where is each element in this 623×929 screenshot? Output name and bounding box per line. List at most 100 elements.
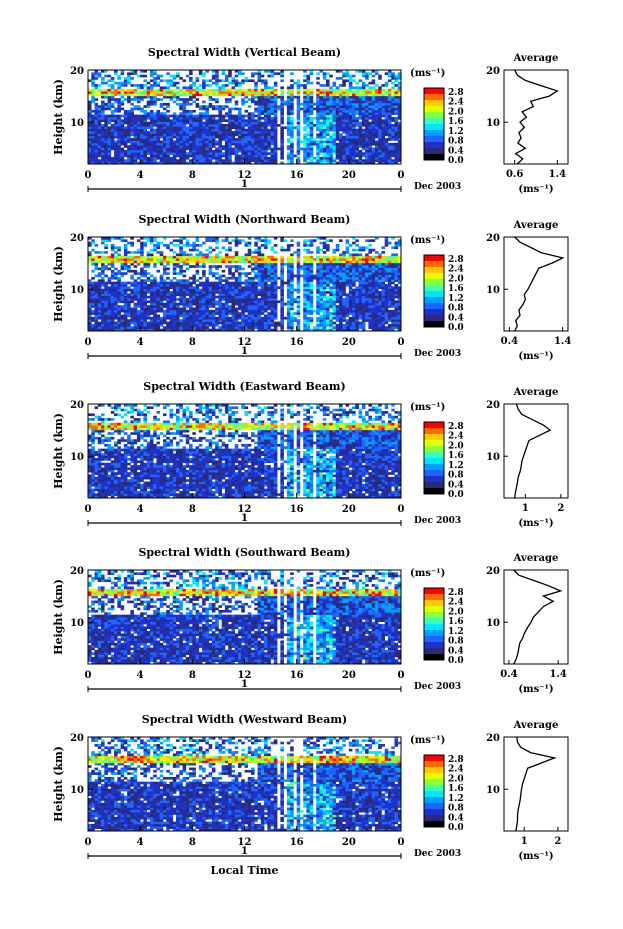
heatmap-cell xyxy=(257,140,262,144)
heatmap-cell xyxy=(251,255,255,259)
heatmap-cell xyxy=(387,133,392,137)
heatmap-cell xyxy=(348,105,353,108)
heatmap-cell xyxy=(159,323,164,327)
heatmap-cell xyxy=(296,138,301,141)
heatmap-cell xyxy=(179,323,183,327)
heatmap-cell xyxy=(162,291,167,294)
heatmap-cell xyxy=(326,109,330,113)
heatmap-cell xyxy=(234,142,239,146)
heatmap-cell xyxy=(244,128,249,132)
heatmap-cell xyxy=(166,295,170,299)
heatmap-cell xyxy=(378,149,382,153)
heatmap-cell xyxy=(94,117,99,120)
heatmap-cell xyxy=(280,237,284,240)
heatmap-cell xyxy=(264,321,268,325)
heatmap-cell xyxy=(208,237,213,240)
heatmap-cell xyxy=(123,248,128,252)
heatmap-cell xyxy=(355,107,359,111)
heatmap-cell xyxy=(332,109,337,113)
heatmap-cell xyxy=(123,154,128,158)
heatmap-cell xyxy=(156,124,161,127)
heatmap-cell xyxy=(101,77,105,80)
heatmap-cell xyxy=(345,109,350,113)
heatmap-cell xyxy=(339,152,343,155)
heatmap-cell xyxy=(107,114,112,118)
heatmap-cell xyxy=(211,314,216,318)
heatmap-cell xyxy=(136,295,141,299)
heatmap-cell xyxy=(162,93,167,97)
heatmap-cell xyxy=(231,88,236,92)
heatmap-cell xyxy=(107,298,112,301)
heatmap-cell xyxy=(110,135,115,139)
heatmap-cell xyxy=(117,291,121,294)
heatmap-cell xyxy=(280,291,284,294)
heatmap-cell xyxy=(303,107,307,111)
heatmap-cell xyxy=(127,154,131,158)
heatmap-cell xyxy=(117,107,121,111)
heatmap-cell xyxy=(365,119,369,122)
heatmap-cell xyxy=(179,121,183,125)
heatmap-cell xyxy=(172,321,177,325)
heatmap-cell xyxy=(241,239,245,242)
heatmap-cell xyxy=(179,279,183,282)
heatmap-cell xyxy=(205,288,209,292)
heatmap-cell xyxy=(339,147,343,151)
heatmap-cell xyxy=(166,140,170,144)
heatmap-cell xyxy=(329,88,333,92)
heatmap-cell xyxy=(322,119,327,122)
heatmap-cell xyxy=(189,276,193,280)
heatmap-cell xyxy=(153,323,157,327)
heatmap-cell xyxy=(254,156,258,160)
heatmap-cell xyxy=(133,281,138,285)
heatmap-cell xyxy=(237,286,242,289)
heatmap-cell xyxy=(254,241,258,245)
heatmap-cell xyxy=(159,88,164,92)
heatmap-cell xyxy=(309,100,314,104)
heatmap-cell xyxy=(189,328,193,332)
heatmap-cell xyxy=(176,321,180,325)
heatmap-cell xyxy=(182,314,187,318)
heatmap-cell xyxy=(322,131,327,134)
heatmap-cell xyxy=(234,279,239,282)
heatmap-cell xyxy=(136,133,141,137)
heatmap-cell xyxy=(107,131,112,134)
heatmap-cell xyxy=(185,126,190,130)
heatmap-cell xyxy=(176,291,180,294)
heatmap-cell xyxy=(120,298,125,301)
heatmap-cell xyxy=(136,93,141,97)
heatmap-cell xyxy=(234,314,239,318)
heatmap-cell xyxy=(329,142,333,146)
heatmap-cell xyxy=(149,140,154,144)
heatmap-cell xyxy=(91,269,95,273)
heatmap-cell xyxy=(110,86,115,90)
heatmap-cell xyxy=(172,128,177,132)
heatmap-cell xyxy=(120,286,125,289)
heatmap-cell xyxy=(348,133,353,137)
heatmap-cell xyxy=(221,255,226,259)
heatmap-cell xyxy=(371,152,376,155)
heatmap-cell xyxy=(176,121,180,125)
heatmap-cell xyxy=(257,70,262,73)
heatmap-cell xyxy=(208,93,213,97)
heatmap-cell xyxy=(195,152,200,155)
heatmap-cell xyxy=(162,91,167,94)
heatmap-cell xyxy=(267,269,271,273)
heatmap-cell xyxy=(273,326,278,329)
heatmap-cell xyxy=(309,142,314,146)
heatmap-cell xyxy=(352,79,356,83)
heatmap-cell xyxy=(149,131,154,134)
heatmap-cell xyxy=(244,279,249,282)
heatmap-cell xyxy=(146,314,151,318)
heatmap-cell xyxy=(270,288,275,292)
heatmap-cell xyxy=(166,133,170,137)
heatmap-cell xyxy=(228,117,232,120)
heatmap-cell xyxy=(195,305,200,308)
heatmap-cell xyxy=(335,95,340,99)
heatmap-cell xyxy=(290,84,294,87)
heatmap-cell xyxy=(211,321,216,325)
heatmap-cell xyxy=(257,293,262,297)
heatmap-cell xyxy=(101,312,105,315)
heatmap-cell xyxy=(110,302,115,306)
heatmap-cell xyxy=(156,84,161,87)
heatmap-cell xyxy=(345,102,350,106)
